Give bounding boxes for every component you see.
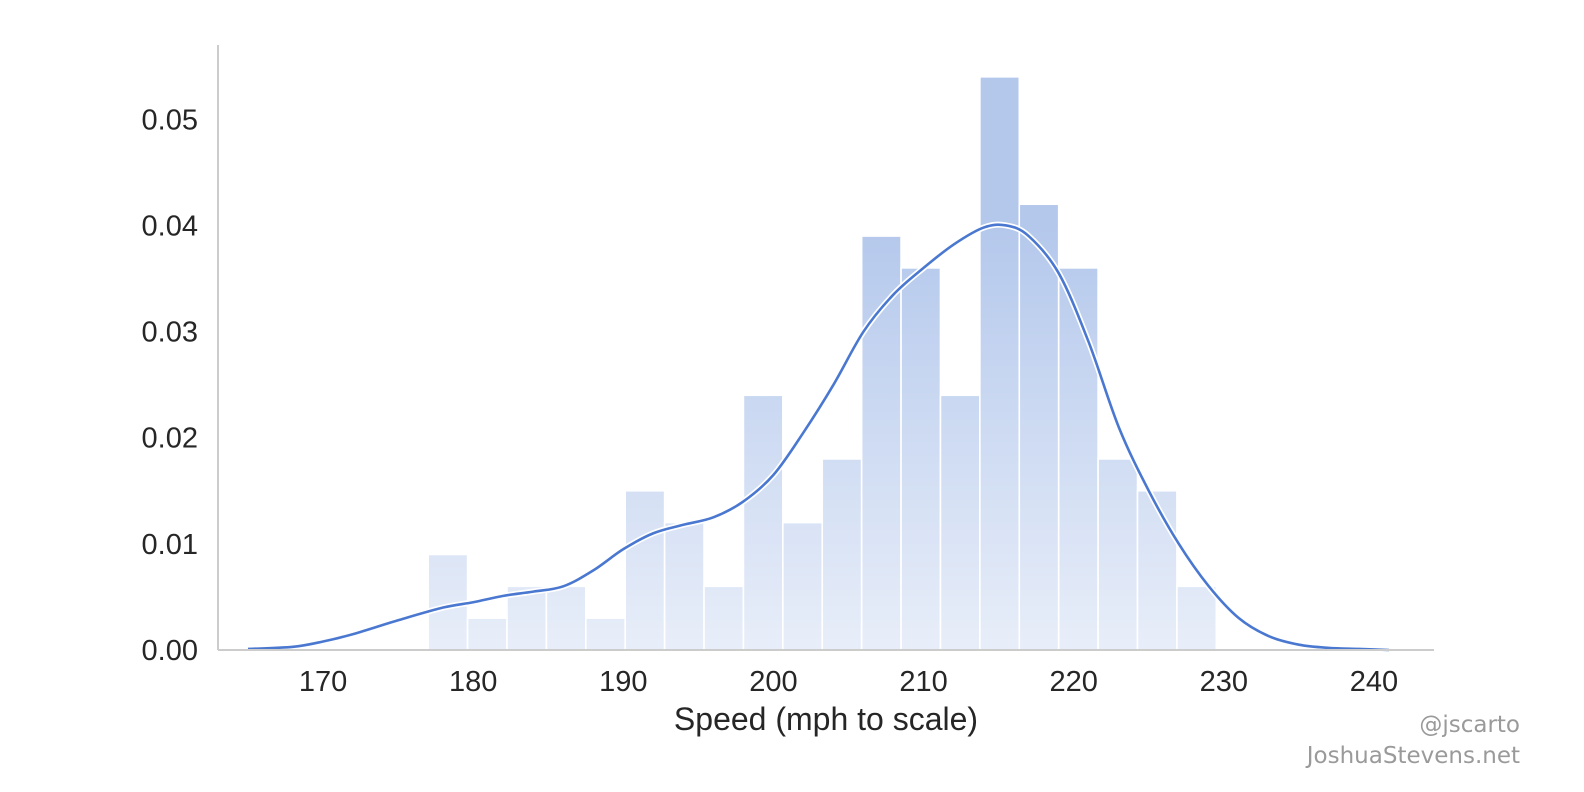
x-axis-ticks: 170 180 190 200 210 220 230 240 (299, 666, 1398, 698)
x-tick-label: 200 (749, 666, 797, 698)
x-tick-label: 180 (449, 666, 497, 698)
histogram-bar (821, 458, 863, 651)
histogram-bar (900, 267, 942, 651)
kde-curve (247, 221, 1390, 653)
histogram-bar (939, 394, 981, 651)
y-tick-label: 0.03 (142, 317, 198, 349)
x-tick-label: 230 (1200, 666, 1248, 698)
x-tick-label: 240 (1350, 666, 1398, 698)
histogram-bar (466, 617, 508, 651)
x-tick-label: 190 (599, 666, 647, 698)
y-tick-label: 0.01 (142, 529, 198, 561)
histogram-bar (1176, 585, 1218, 651)
y-axis-ticks: 0.00 0.01 0.02 0.03 0.04 0.05 (142, 104, 198, 667)
credit-handle: @jscarto (1419, 712, 1520, 738)
x-tick-label: 170 (299, 666, 347, 698)
y-tick-label: 0.05 (142, 104, 198, 136)
histogram-bar (545, 585, 587, 651)
histogram-bar (663, 521, 705, 651)
histogram-bar (979, 76, 1021, 651)
y-tick-label: 0.04 (142, 210, 198, 242)
y-tick-label: 0.02 (142, 423, 198, 455)
histogram-bar (624, 489, 666, 651)
kde-line (247, 223, 1390, 652)
histogram-bar (1097, 458, 1139, 651)
axes (217, 45, 1434, 651)
histogram-bar (703, 585, 745, 651)
histogram-bars (427, 76, 1218, 651)
x-tick-label: 220 (1050, 666, 1098, 698)
y-tick-label: 0.00 (142, 635, 198, 667)
histogram-bar (860, 235, 902, 651)
histogram-bar (1018, 203, 1060, 651)
histogram-bar (742, 394, 784, 651)
histogram-bar (1136, 489, 1178, 651)
histogram-bar (585, 617, 627, 651)
histogram-bar (1057, 267, 1099, 651)
x-axis-label: Speed (mph to scale) (674, 701, 978, 737)
credit-site: JoshuaStevens.net (1306, 743, 1520, 769)
x-tick-label: 210 (899, 666, 947, 698)
histogram-bar (782, 521, 824, 651)
